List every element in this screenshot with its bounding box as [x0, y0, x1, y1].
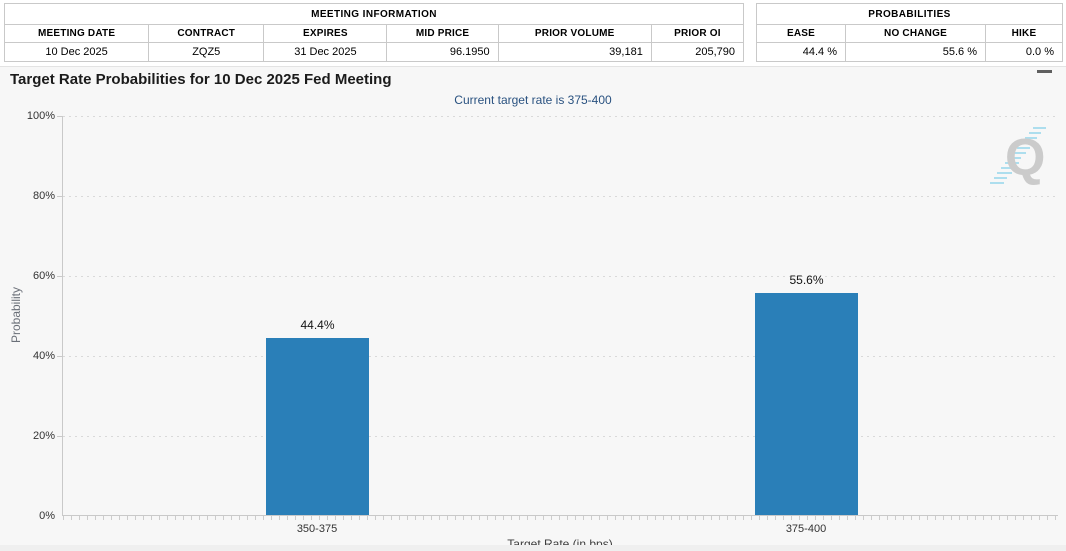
meeting-date-value: 10 Dec 2025	[3, 42, 150, 62]
y-tick-20: 20%	[32, 430, 55, 442]
col-contract: CONTRACT	[148, 24, 265, 43]
chart-title: Target Rate Probabilities for 10 Dec 202…	[10, 71, 392, 88]
gridline-40	[57, 356, 1058, 357]
col-expires: EXPIRES	[263, 24, 388, 43]
x-category-350-375: 350-375	[296, 523, 338, 535]
y-tick-0: 0%	[39, 510, 55, 522]
prior-oi-value: 205,790	[650, 42, 745, 62]
meeting-information-title: MEETING INFORMATION	[4, 3, 744, 25]
meeting-information-table: MEETING INFORMATION MEETING DATE CONTRAC…	[3, 3, 745, 62]
prior-volume-value: 39,181	[497, 42, 652, 62]
chart-subtitle: Current target rate is 375-400	[454, 93, 612, 107]
bar-label-375-400: 55.6%	[789, 273, 824, 288]
mid-price-value: 96.1950	[386, 42, 499, 62]
watermark-q-letter: Q	[1005, 129, 1045, 186]
col-meeting-date: MEETING DATE	[3, 24, 150, 43]
bottom-strip	[0, 545, 1066, 551]
gridline-20	[57, 436, 1058, 437]
y-axis-title: Probability	[9, 286, 23, 344]
bar-375-400[interactable]	[755, 293, 858, 515]
col-mid-price: MID PRICE	[386, 24, 499, 43]
gridline-80	[57, 196, 1058, 197]
bar-350-375[interactable]	[266, 337, 369, 515]
quikstrike-watermark-icon: Q	[990, 127, 1046, 186]
x-axis-minor-ticks	[63, 516, 1058, 520]
y-tick-60: 60%	[32, 270, 55, 282]
contract-value: ZQZ5	[148, 42, 265, 62]
x-category-375-400: 375-400	[785, 523, 827, 535]
probability-chart-panel: Target Rate Probabilities for 10 Dec 202…	[0, 66, 1066, 551]
meeting-information-row: 10 Dec 2025 ZQZ5 31 Dec 2025 96.1950 39,…	[3, 42, 745, 62]
y-tick-80: 80%	[32, 190, 55, 202]
probabilities-table: PROBABILITIES EASE NO CHANGE HIKE 44.4 %…	[756, 3, 1063, 62]
gridline-100	[57, 116, 1058, 117]
col-prior-oi: PRIOR OI	[650, 24, 745, 43]
col-no-change: NO CHANGE	[845, 24, 986, 43]
bar-label-350-375: 44.4%	[300, 317, 335, 332]
y-tick-40: 40%	[32, 350, 55, 362]
expires-value: 31 Dec 2025	[263, 42, 388, 62]
col-prior-volume: PRIOR VOLUME	[497, 24, 652, 43]
ease-value: 44.4 %	[756, 42, 846, 62]
plot-area: 100% 80% 60% 40% 20% 0% 44.4% 55.6% 350-…	[27, 110, 1058, 535]
y-tick-100: 100%	[26, 110, 55, 122]
col-hike: HIKE	[985, 24, 1063, 43]
probabilities-row: 44.4 % 55.6 % 0.0 %	[756, 42, 1063, 62]
no-change-value: 55.6 %	[845, 42, 986, 62]
col-ease: EASE	[756, 24, 846, 43]
probabilities-title: PROBABILITIES	[756, 3, 1063, 25]
hike-value: 0.0 %	[985, 42, 1063, 62]
gridline-60	[57, 276, 1058, 277]
